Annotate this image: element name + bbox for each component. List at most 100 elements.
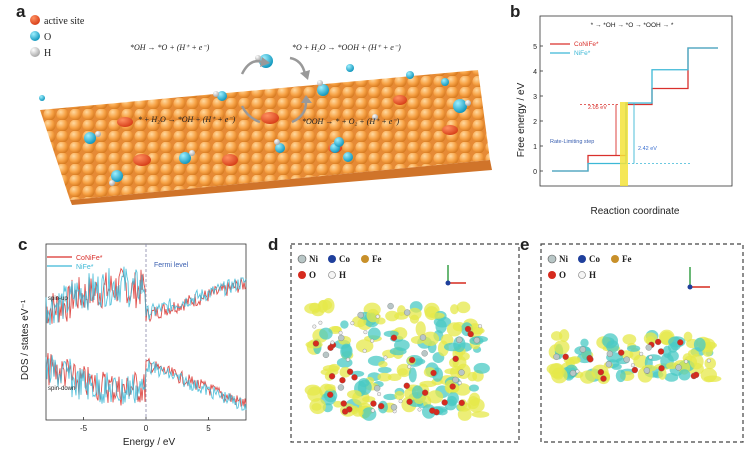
atom — [430, 369, 437, 377]
dos-chart: DOS / states eV⁻¹ Energy / eV -5 0 5 CoNiF… — [20, 243, 247, 448]
isosurface-blob — [457, 407, 472, 421]
adsorbate-molecules — [39, 54, 471, 186]
atom — [374, 385, 381, 392]
legend-d-h: H — [339, 270, 346, 280]
atom — [677, 339, 684, 346]
atom — [387, 302, 394, 310]
isosurface-blob — [580, 338, 589, 348]
isosurface-blob — [367, 327, 381, 341]
atom — [645, 344, 652, 351]
isosurface-blob — [324, 384, 336, 392]
chart-b-ytick-label: 1 — [533, 144, 537, 151]
isosurface-blob — [421, 331, 440, 346]
isosurface-blob — [427, 390, 444, 404]
isosurface-blob — [662, 345, 672, 358]
isosurface-blob — [553, 340, 570, 355]
isosurface-blob — [467, 371, 478, 382]
panel-d-legend: Ni Co Fe O H — [297, 254, 382, 280]
isosurface-blob — [666, 362, 678, 370]
isosurface-blob — [311, 403, 322, 411]
catalyst-slab-surface — [40, 70, 490, 200]
atom — [346, 357, 350, 362]
atom — [403, 382, 410, 389]
panel-a-letter: a — [16, 2, 26, 21]
chart-b-series-1-line — [552, 47, 718, 172]
isosurface-blob — [366, 308, 380, 323]
panel-a-illustration: active site O H *OH → *O + (H⁺ + e⁻) *O … — [30, 15, 492, 205]
spin-up-label: spin-up — [48, 296, 68, 302]
legend-e-o: O — [559, 270, 566, 280]
atom — [378, 402, 385, 410]
isosurface-blob — [331, 325, 342, 333]
panel-b-letter: b — [510, 2, 521, 21]
legend-active-site: active site — [44, 16, 85, 27]
isosurface-blob — [387, 373, 402, 381]
isosurface-blob — [340, 343, 353, 360]
atom — [458, 399, 465, 407]
isosurface-blob — [350, 405, 359, 415]
atom — [341, 408, 349, 415]
atom — [404, 309, 411, 316]
isosurface-blob — [333, 400, 343, 408]
isosurface-blob — [318, 299, 333, 311]
isosurface-blob — [678, 369, 691, 381]
legend-e-co: Co — [589, 254, 600, 264]
isosurface-blob — [626, 345, 641, 352]
atom — [692, 371, 700, 379]
atom — [648, 355, 653, 360]
atom — [312, 324, 317, 329]
atom — [318, 320, 323, 325]
equation-ooh-to-o2: *OOH → * + O₂ + (H⁺ + e⁻) — [302, 117, 400, 126]
atom — [654, 338, 662, 346]
free-energy-chart: Free energy / eV Reaction coordinate * →… — [516, 15, 733, 217]
chart-c-ylabel: DOS / states eV⁻¹ — [20, 299, 31, 380]
equation-oh-to-o: *OH → *O + (H⁺ + e⁻) — [130, 43, 210, 52]
atom — [473, 337, 481, 344]
chart-c-series-1-spin-up — [45, 266, 247, 326]
atom — [467, 330, 474, 338]
isosurface-blob — [429, 312, 445, 319]
atom — [575, 369, 580, 374]
legend-e-ni: Ni — [559, 254, 568, 264]
atom — [338, 334, 345, 342]
isosurface-blob — [456, 301, 471, 314]
atom — [340, 400, 347, 407]
chart-b-frame — [539, 15, 733, 187]
chart-b-series-0-line — [552, 47, 718, 172]
atom — [597, 369, 605, 376]
isosurface-blob — [444, 368, 461, 375]
atom — [553, 353, 560, 360]
atom — [370, 408, 375, 413]
chart-b-ytick-label: 4 — [533, 69, 537, 76]
isosurface-blob — [377, 372, 392, 382]
legend-e-fe: Fe — [622, 254, 632, 264]
isosurface-blob — [437, 408, 448, 416]
isosurface-blob — [471, 411, 490, 418]
axis-triad-d-icon — [445, 265, 466, 286]
isosurface-blob — [622, 334, 637, 345]
legend-o: O — [44, 32, 51, 43]
atom — [562, 353, 569, 360]
atom — [370, 400, 377, 407]
atom — [658, 365, 665, 372]
atom — [630, 363, 635, 368]
panel-a-legend: active site O H — [30, 15, 85, 59]
axis-triad-e-icon — [687, 267, 710, 290]
atom — [675, 364, 682, 371]
chart-b-ylabel: Free energy / eV — [516, 82, 527, 157]
isosurface-blob — [346, 389, 362, 399]
atom — [706, 358, 711, 363]
atom — [419, 334, 427, 341]
isosurface-blob — [446, 322, 463, 337]
annotation-rate-limiting-step: Rate-Limiting step — [550, 139, 594, 145]
isosurface-blob — [411, 385, 424, 399]
atom — [618, 349, 625, 356]
legend-h: H — [44, 48, 51, 59]
chart-b-xlabel: Reaction coordinate — [591, 206, 680, 217]
isosurface-blob — [450, 304, 459, 315]
isosurface-blob — [312, 308, 324, 317]
isosurface-blob — [643, 332, 658, 345]
isosurface-blob — [378, 366, 392, 374]
chart-b-step-sequence: * → *OH → *O → *OOH → * — [591, 22, 674, 29]
atom — [456, 336, 463, 344]
